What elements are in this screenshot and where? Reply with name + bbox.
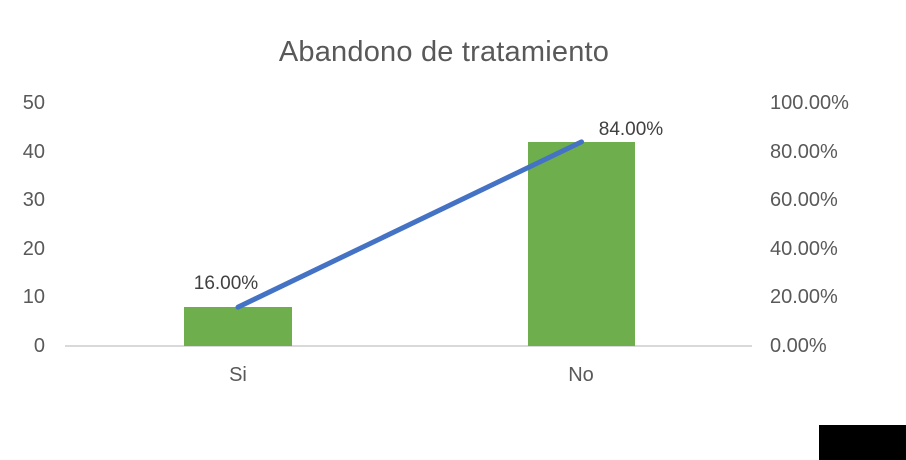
bar-no	[528, 142, 635, 346]
redaction-box	[819, 425, 906, 460]
y-axis-right-tick: 80.00%	[770, 141, 838, 163]
line-series	[235, 139, 584, 310]
plot-area	[65, 103, 752, 347]
x-axis-label-no: No	[568, 364, 594, 386]
bar-si	[184, 307, 292, 346]
line-series-segment	[235, 139, 584, 310]
data-label-si: 16.00%	[193, 273, 259, 294]
data-label-no: 84.00%	[598, 119, 664, 140]
y-axis-left-tick: 10	[22, 286, 45, 308]
y-axis-left-tick: 0	[33, 335, 45, 357]
y-axis-right-tick: 40.00%	[770, 238, 838, 260]
y-axis-right-tick: 20.00%	[770, 286, 838, 308]
y-axis-right-tick: 0.00%	[770, 335, 827, 357]
x-axis-label-si: Si	[229, 364, 247, 386]
x-axis-line	[65, 345, 752, 347]
y-axis-right-tick: 100.00%	[770, 92, 849, 114]
y-axis-left-tick: 50	[22, 92, 45, 114]
y-axis-left-tick: 30	[22, 189, 45, 211]
y-axis-left-tick: 40	[22, 141, 45, 163]
y-axis-left-tick: 20	[22, 238, 45, 260]
y-axis-right-tick: 60.00%	[770, 189, 838, 211]
chart-title: Abandono de tratamiento	[278, 36, 610, 68]
